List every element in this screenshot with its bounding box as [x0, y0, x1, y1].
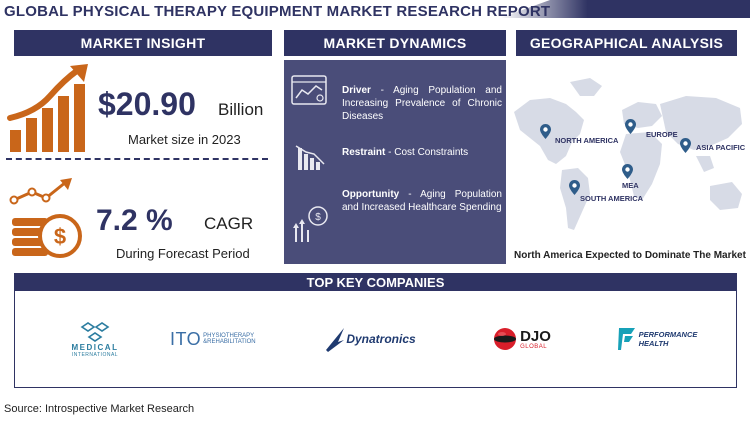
region-north-america: NORTH AMERICA — [555, 136, 619, 145]
djo-name: DJO — [520, 327, 551, 345]
svg-text:$: $ — [54, 224, 66, 249]
ito-name: ITO — [170, 328, 202, 349]
driver-description: Aging Population and Increasing Prevalen… — [342, 85, 502, 122]
decline-chart-icon — [290, 140, 330, 174]
svg-text:$: $ — [315, 212, 321, 223]
market-size-unit: Billion — [218, 100, 264, 119]
title-bar: GLOBAL PHYSICAL THERAPY EQUIPMENT MARKET… — [0, 0, 750, 24]
market-size-value: $20.90 — [98, 86, 196, 122]
cagr-unit: CAGR — [204, 214, 254, 233]
asia-pacific-pin-icon — [680, 138, 691, 153]
opportunity-description: Aging Population and Increased Healthcar… — [342, 189, 502, 213]
source-note: Source: Introspective Market Research — [4, 403, 195, 415]
driver-text: Driver - Aging Population and Increasing… — [342, 85, 502, 122]
growth-chart-icon — [6, 62, 90, 154]
dynatronics-name: Dynatronics — [346, 332, 416, 346]
djo-global-logo: DJO GLOBAL — [482, 315, 562, 363]
djo-sub: GLOBAL — [520, 343, 548, 350]
region-asia-pacific: ASIA PACIFIC — [696, 143, 746, 152]
performance-line-2: HEALTH — [638, 339, 669, 348]
geographical-analysis-header: GEOGRAPHICAL ANALYSIS — [516, 30, 737, 56]
opportunity-growth-icon: $ — [290, 204, 330, 242]
restraint-label: Restraint — [342, 147, 386, 158]
restraint-description: Cost Constraints — [394, 147, 469, 158]
btl-sub: INTERNATIONAL — [71, 351, 119, 358]
dashboard-icon — [290, 74, 330, 108]
region-mea: MEA — [622, 181, 639, 190]
performance-health-logo: PERFORMANCE HEALTH — [612, 315, 702, 363]
market-dynamics-panel: Driver - Aging Population and Increasing… — [284, 60, 506, 264]
title-accent-band — [500, 0, 750, 18]
north-america-pin-icon — [540, 124, 551, 139]
cagr-value: 7.2 % — [96, 204, 173, 237]
region-south-america: SOUTH AMERICA — [580, 194, 644, 203]
world-map — [510, 60, 750, 246]
driver-label: Driver — [342, 85, 371, 96]
opportunity-label: Opportunity — [342, 189, 400, 200]
btl-medical-logo: MEDICAL INTERNATIONAL — [62, 315, 128, 363]
dynatronics-swoosh-icon — [326, 328, 345, 352]
cagr-coins-icon: $ — [8, 178, 88, 260]
europe-pin-icon — [625, 119, 636, 134]
cagr-caption: During Forecast Period — [116, 246, 250, 261]
btl-name: MEDICAL — [71, 342, 119, 352]
mea-pin-icon — [622, 164, 633, 179]
market-dynamics-header: MARKET DYNAMICS — [284, 30, 506, 56]
ito-sub-1: PHYSIOTHERAPY — [203, 333, 255, 339]
south-america-pin-icon — [569, 180, 580, 195]
market-insight-header: MARKET INSIGHT — [14, 30, 272, 56]
performance-line-1: PERFORMANCE — [638, 330, 698, 339]
page-title: GLOBAL PHYSICAL THERAPY EQUIPMENT MARKET… — [4, 3, 551, 20]
top-key-companies-header: TOP KEY COMPANIES — [14, 273, 737, 291]
ito-sub-2: &REHABILITATION — [203, 339, 256, 345]
insight-divider — [6, 158, 268, 160]
market-size-caption: Market size in 2023 — [128, 132, 241, 147]
performance-health-emblem-icon — [617, 328, 635, 350]
dynatronics-logo: Dynatronics — [314, 315, 426, 363]
region-europe: EUROPE — [646, 130, 678, 139]
geo-caption: North America Expected to Dominate The M… — [514, 250, 746, 261]
btl-emblem-icon — [80, 321, 110, 342]
ito-logo: ITO PHYSIOTHERAPY &REHABILITATION — [170, 315, 270, 363]
restraint-text: Restraint - Cost Constraints — [342, 147, 469, 158]
opportunity-text: Opportunity - Aging Population and Incre… — [342, 189, 502, 213]
djo-sphere-icon — [494, 328, 517, 350]
